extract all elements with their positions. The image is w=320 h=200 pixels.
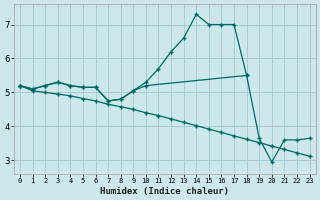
X-axis label: Humidex (Indice chaleur): Humidex (Indice chaleur)	[100, 187, 229, 196]
